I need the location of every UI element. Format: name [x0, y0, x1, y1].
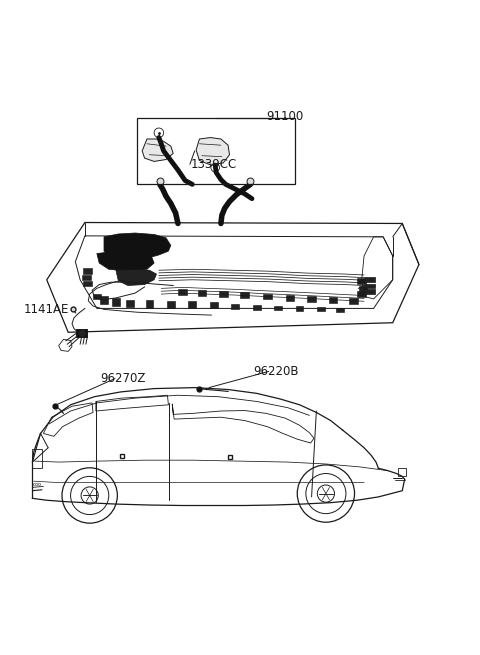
Bar: [275, 305, 282, 310]
Bar: [83, 269, 92, 274]
Polygon shape: [104, 233, 171, 261]
Bar: [358, 291, 366, 297]
Text: 96270Z: 96270Z: [100, 372, 146, 385]
Polygon shape: [196, 138, 229, 165]
Bar: [264, 293, 272, 299]
Bar: [329, 297, 337, 303]
Text: 1339CC: 1339CC: [191, 158, 237, 171]
Bar: [307, 296, 316, 302]
Polygon shape: [116, 269, 156, 286]
Text: ooo: ooo: [33, 481, 42, 487]
Bar: [83, 281, 92, 286]
Bar: [359, 286, 367, 291]
Bar: [364, 277, 374, 282]
Text: 1141AE: 1141AE: [24, 303, 70, 316]
Bar: [231, 304, 239, 309]
Bar: [198, 290, 206, 296]
Bar: [349, 298, 358, 304]
Bar: [210, 302, 217, 309]
Polygon shape: [142, 139, 173, 161]
Bar: [219, 291, 228, 297]
Bar: [364, 290, 374, 294]
Bar: [317, 307, 325, 311]
Bar: [112, 298, 120, 306]
Text: 91100: 91100: [267, 110, 304, 123]
Text: 96220B: 96220B: [253, 365, 299, 378]
Bar: [296, 306, 303, 310]
Bar: [398, 468, 406, 476]
Bar: [364, 284, 374, 288]
Bar: [100, 297, 108, 304]
Bar: [137, 119, 295, 184]
Bar: [76, 329, 87, 337]
Bar: [286, 295, 294, 301]
Bar: [358, 278, 366, 284]
Bar: [145, 300, 153, 309]
Bar: [93, 294, 101, 299]
Polygon shape: [97, 252, 154, 271]
Bar: [240, 292, 249, 298]
Bar: [82, 274, 91, 280]
Bar: [179, 289, 187, 295]
Bar: [189, 301, 196, 309]
Bar: [336, 309, 344, 312]
Bar: [126, 300, 134, 307]
Bar: [253, 305, 261, 310]
Bar: [33, 449, 42, 468]
Bar: [167, 301, 175, 309]
